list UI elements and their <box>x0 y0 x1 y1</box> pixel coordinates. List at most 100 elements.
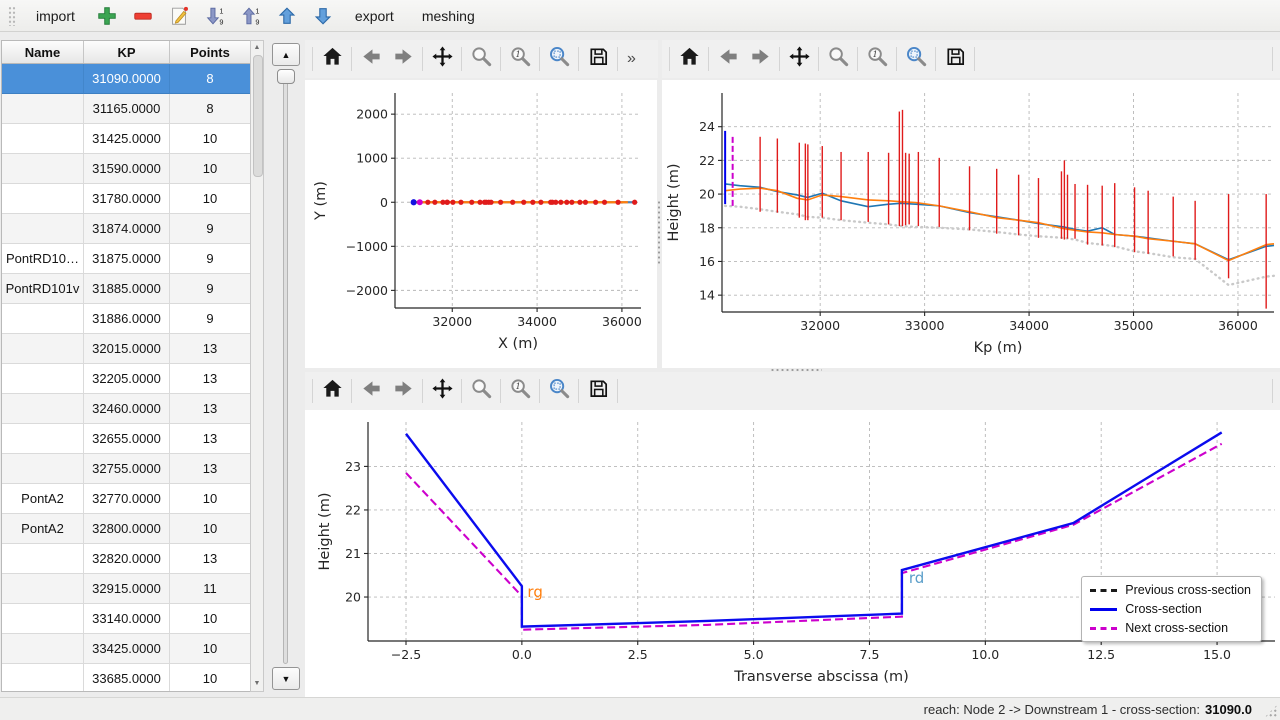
toolbar-drag-handle[interactable] <box>8 5 16 26</box>
move-up-button[interactable] <box>275 4 299 28</box>
table-row[interactable]: PontA2 32770.0000 10 <box>2 484 250 514</box>
cell-points[interactable]: 13 <box>170 544 250 574</box>
cell-kp[interactable]: 32655.0000 <box>84 424 170 454</box>
cell-kp[interactable]: 32460.0000 <box>84 394 170 424</box>
cell-kp[interactable]: 33685.0000 <box>84 664 170 691</box>
mpl-save-button[interactable] <box>939 43 971 75</box>
plan-view-chart[interactable]: 32000 34000 36000 −2000 −1000 0 1000 2000 X (m) Y… <box>305 80 657 368</box>
mpl-back-button[interactable] <box>712 43 744 75</box>
mpl-zoom-one-button[interactable]: 1 <box>504 43 536 75</box>
table-row[interactable]: PontRD10… 31875.0000 9 <box>2 244 250 274</box>
column-header-kp[interactable]: KP <box>84 41 170 63</box>
table-row[interactable]: 32655.0000 13 <box>2 424 250 454</box>
cell-kp[interactable]: 31090.0000 <box>84 64 170 94</box>
cell-points[interactable]: 9 <box>170 274 250 304</box>
table-row[interactable]: 33685.0000 10 <box>2 664 250 691</box>
cell-kp[interactable]: 32770.0000 <box>84 484 170 514</box>
table-row[interactable]: 32915.0000 11 <box>2 574 250 604</box>
mpl-back-button[interactable] <box>355 375 387 407</box>
cell-kp[interactable]: 31874.0000 <box>84 214 170 244</box>
table-row[interactable]: 31165.0000 8 <box>2 94 250 124</box>
scroll-up-icon[interactable]: ▲ <box>253 44 261 51</box>
cell-points[interactable]: 13 <box>170 454 250 484</box>
cell-kp[interactable]: 32915.0000 <box>84 574 170 604</box>
vertical-splitter-handle[interactable] <box>657 200 661 264</box>
table-row[interactable]: 31590.0000 10 <box>2 154 250 184</box>
longitudinal-profile-plot[interactable]: 32000 33000 34000 35000 36000 14 16 18 20 22 24 Kp … <box>662 80 1280 368</box>
remove-cross-section-button[interactable] <box>131 4 155 28</box>
cell-kp[interactable]: 31425.0000 <box>84 124 170 154</box>
cell-name[interactable] <box>2 574 84 604</box>
mpl-home-button[interactable] <box>673 43 705 75</box>
cell-points[interactable]: 10 <box>170 154 250 184</box>
cell-points[interactable]: 10 <box>170 184 250 214</box>
mpl-zoom-region-button[interactable] <box>900 43 932 75</box>
mpl-zoom-button[interactable] <box>465 375 497 407</box>
mpl-forward-button[interactable] <box>387 43 419 75</box>
export-button[interactable]: export <box>347 5 402 27</box>
cell-points[interactable]: 8 <box>170 64 250 94</box>
cell-kp[interactable]: 32755.0000 <box>84 454 170 484</box>
mpl-save-button[interactable] <box>582 375 614 407</box>
cell-points[interactable]: 13 <box>170 424 250 454</box>
mpl-pan-button[interactable] <box>426 43 458 75</box>
table-row[interactable]: 31090.0000 8 <box>2 64 250 94</box>
section-slider-handle[interactable] <box>277 69 295 84</box>
cell-points[interactable]: 10 <box>170 634 250 664</box>
cell-name[interactable] <box>2 544 84 574</box>
mpl-forward-button[interactable] <box>387 375 419 407</box>
cell-name[interactable] <box>2 124 84 154</box>
mpl-zoom-region-button[interactable] <box>543 43 575 75</box>
cell-points[interactable]: 13 <box>170 334 250 364</box>
mpl-forward-button[interactable] <box>744 43 776 75</box>
cell-points[interactable]: 9 <box>170 244 250 274</box>
cell-name[interactable]: PontA2 <box>2 514 84 544</box>
cell-name[interactable] <box>2 94 84 124</box>
cell-kp[interactable]: 33140.0000 <box>84 604 170 634</box>
scrollbar-thumb[interactable] <box>253 55 263 177</box>
cell-points[interactable]: 13 <box>170 394 250 424</box>
cell-kp[interactable]: 31165.0000 <box>84 94 170 124</box>
cross-section-plot[interactable]: −2.5 0.0 2.5 5.0 7.5 10.0 12.5 15.0 20 21 22 23 rg rd… <box>305 410 1280 697</box>
table-row[interactable]: 33425.0000 10 <box>2 634 250 664</box>
cell-name[interactable] <box>2 454 84 484</box>
column-header-name[interactable]: Name <box>2 41 84 63</box>
cell-points[interactable]: 9 <box>170 214 250 244</box>
cell-name[interactable] <box>2 64 84 94</box>
mpl-pan-button[interactable] <box>426 375 458 407</box>
mpl-back-button[interactable] <box>355 43 387 75</box>
cell-name[interactable] <box>2 334 84 364</box>
cell-name[interactable] <box>2 184 84 214</box>
table-row[interactable]: 32755.0000 13 <box>2 454 250 484</box>
cell-points[interactable]: 10 <box>170 514 250 544</box>
cell-name[interactable] <box>2 634 84 664</box>
mpl-pan-button[interactable] <box>783 43 815 75</box>
cell-points[interactable]: 10 <box>170 484 250 514</box>
mpl-home-button[interactable] <box>316 375 348 407</box>
cell-points[interactable]: 10 <box>170 604 250 634</box>
move-down-button[interactable] <box>311 4 335 28</box>
cell-name[interactable] <box>2 604 84 634</box>
mpl-zoom-one-button[interactable]: 1 <box>504 375 536 407</box>
cell-name[interactable] <box>2 364 84 394</box>
add-cross-section-button[interactable] <box>95 4 119 28</box>
cell-kp[interactable]: 32820.0000 <box>84 544 170 574</box>
table-row[interactable]: 31874.0000 9 <box>2 214 250 244</box>
table-scrollbar[interactable]: ▲ ▼ <box>250 40 264 692</box>
cell-name[interactable] <box>2 304 84 334</box>
toolbar-overflow-chevron[interactable]: » <box>627 50 636 67</box>
cell-points[interactable]: 10 <box>170 124 250 154</box>
mpl-zoom-one-button[interactable]: 1 <box>861 43 893 75</box>
cell-kp[interactable]: 31886.0000 <box>84 304 170 334</box>
cross-section-chart[interactable]: −2.5 0.0 2.5 5.0 7.5 10.0 12.5 15.0 20 21 22 23 rg rd… <box>305 410 1280 697</box>
cell-kp[interactable]: 31590.0000 <box>84 154 170 184</box>
cell-name[interactable]: PontRD101v <box>2 274 84 304</box>
table-row[interactable]: 31780.0000 10 <box>2 184 250 214</box>
cell-name[interactable]: PontA2 <box>2 484 84 514</box>
table-row[interactable]: 32205.0000 13 <box>2 364 250 394</box>
cell-name[interactable] <box>2 424 84 454</box>
cell-name[interactable] <box>2 214 84 244</box>
column-header-points[interactable]: Points <box>190 44 230 60</box>
